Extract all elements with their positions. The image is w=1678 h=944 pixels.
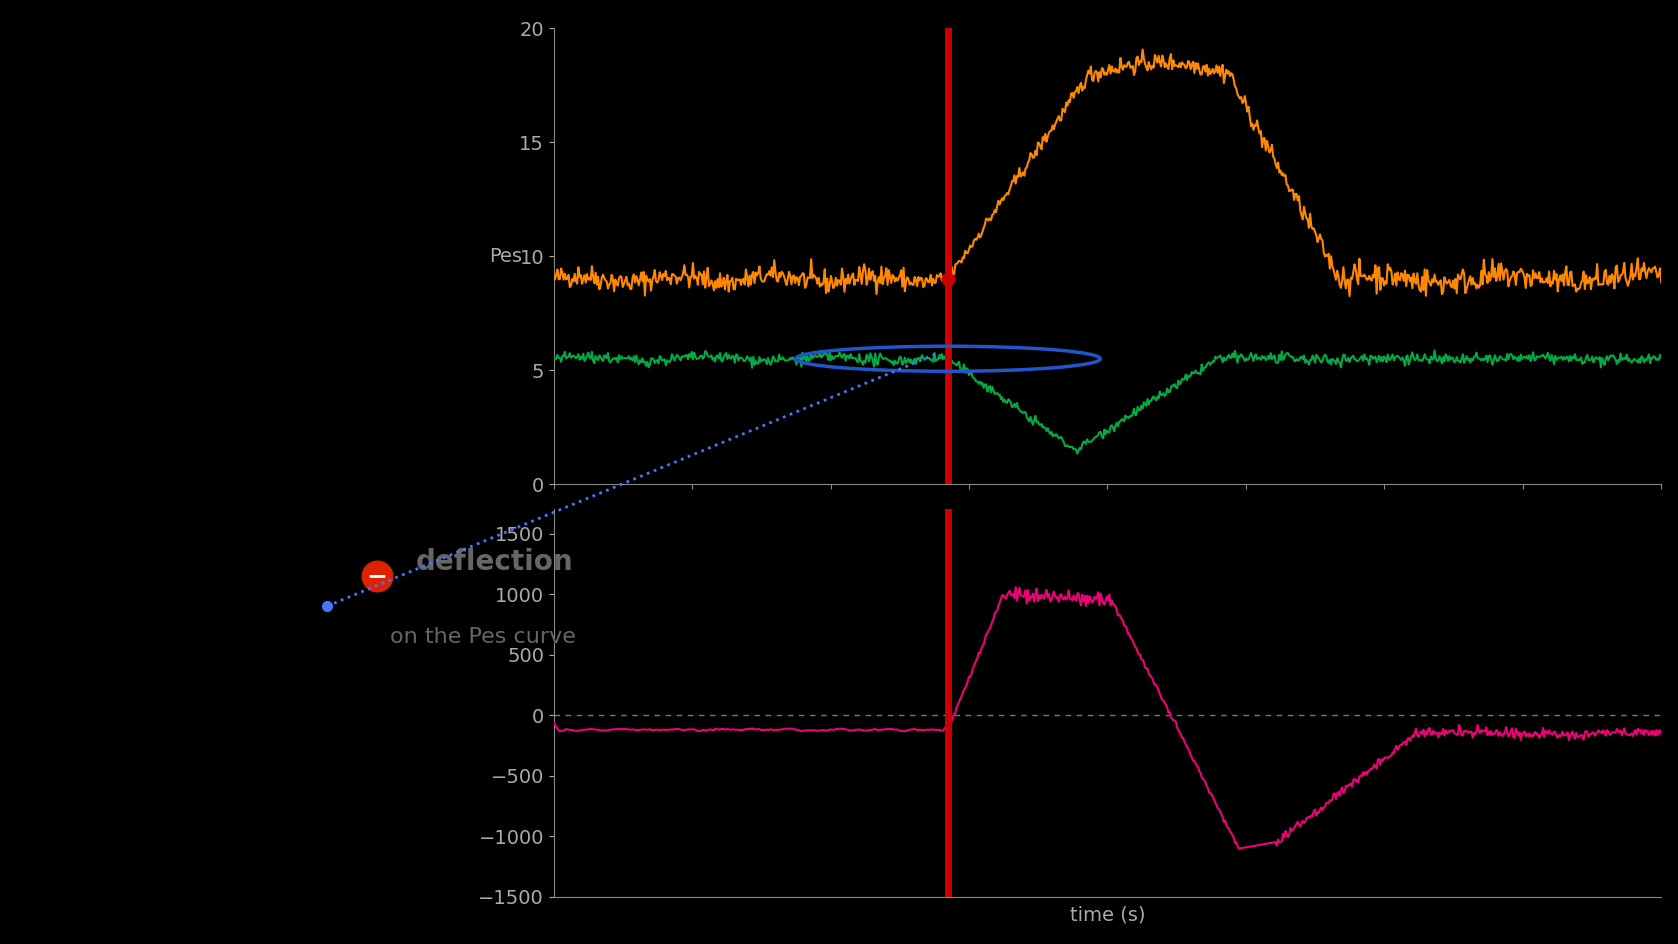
Y-axis label: Pes: Pes (488, 246, 522, 265)
Text: on the Pes curve: on the Pes curve (391, 627, 576, 648)
Text: −: − (366, 564, 388, 588)
Text: deflection: deflection (416, 548, 572, 576)
X-axis label: time (s): time (s) (1071, 905, 1144, 924)
